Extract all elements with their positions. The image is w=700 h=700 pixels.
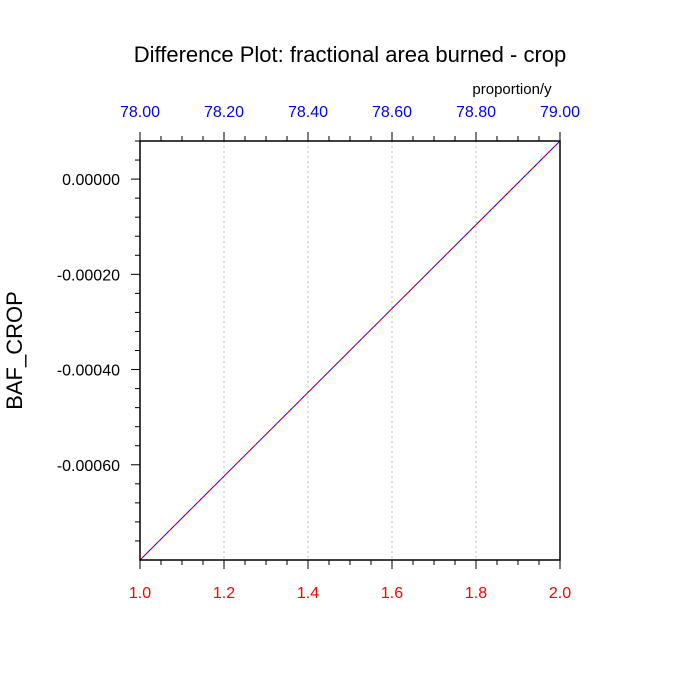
x-top-tick-label: 78.00	[120, 104, 160, 121]
x-bottom-tick-label: 2.0	[549, 585, 571, 602]
chart-title: Difference Plot: fractional area burned …	[134, 42, 567, 67]
series-line	[139, 140, 561, 561]
x-bottom-tick-label: 1.0	[129, 585, 151, 602]
x-bottom-tick-label: 1.2	[213, 585, 235, 602]
y-tick-label: -0.00020	[57, 267, 120, 284]
data-series	[139, 140, 561, 561]
x-top-tick-label: 78.40	[288, 104, 328, 121]
y-tick-label: -0.00060	[57, 458, 120, 475]
y-tick-label: -0.00040	[57, 363, 120, 380]
x-bottom-tick-label: 1.4	[297, 585, 319, 602]
y-axis-label: BAF_CROP	[2, 291, 27, 410]
x-bottom-tick-label: 1.8	[465, 585, 487, 602]
x-top-tick-label: 79.00	[540, 104, 580, 121]
x-top-tick-label: 78.80	[456, 104, 496, 121]
tick-labels: 1.0 78.00 1.2 78.20 1.4 78.40 1.6 78.60 1.8 78.80…	[57, 104, 580, 602]
x-bottom-tick-label: 1.6	[381, 585, 403, 602]
y-tick-label: 0.00000	[62, 172, 120, 189]
x-top-tick-label: 78.20	[204, 104, 244, 121]
axis-ticks	[131, 132, 561, 569]
units-label: proportion/y	[472, 81, 552, 98]
x-top-tick-label: 78.60	[372, 104, 412, 121]
